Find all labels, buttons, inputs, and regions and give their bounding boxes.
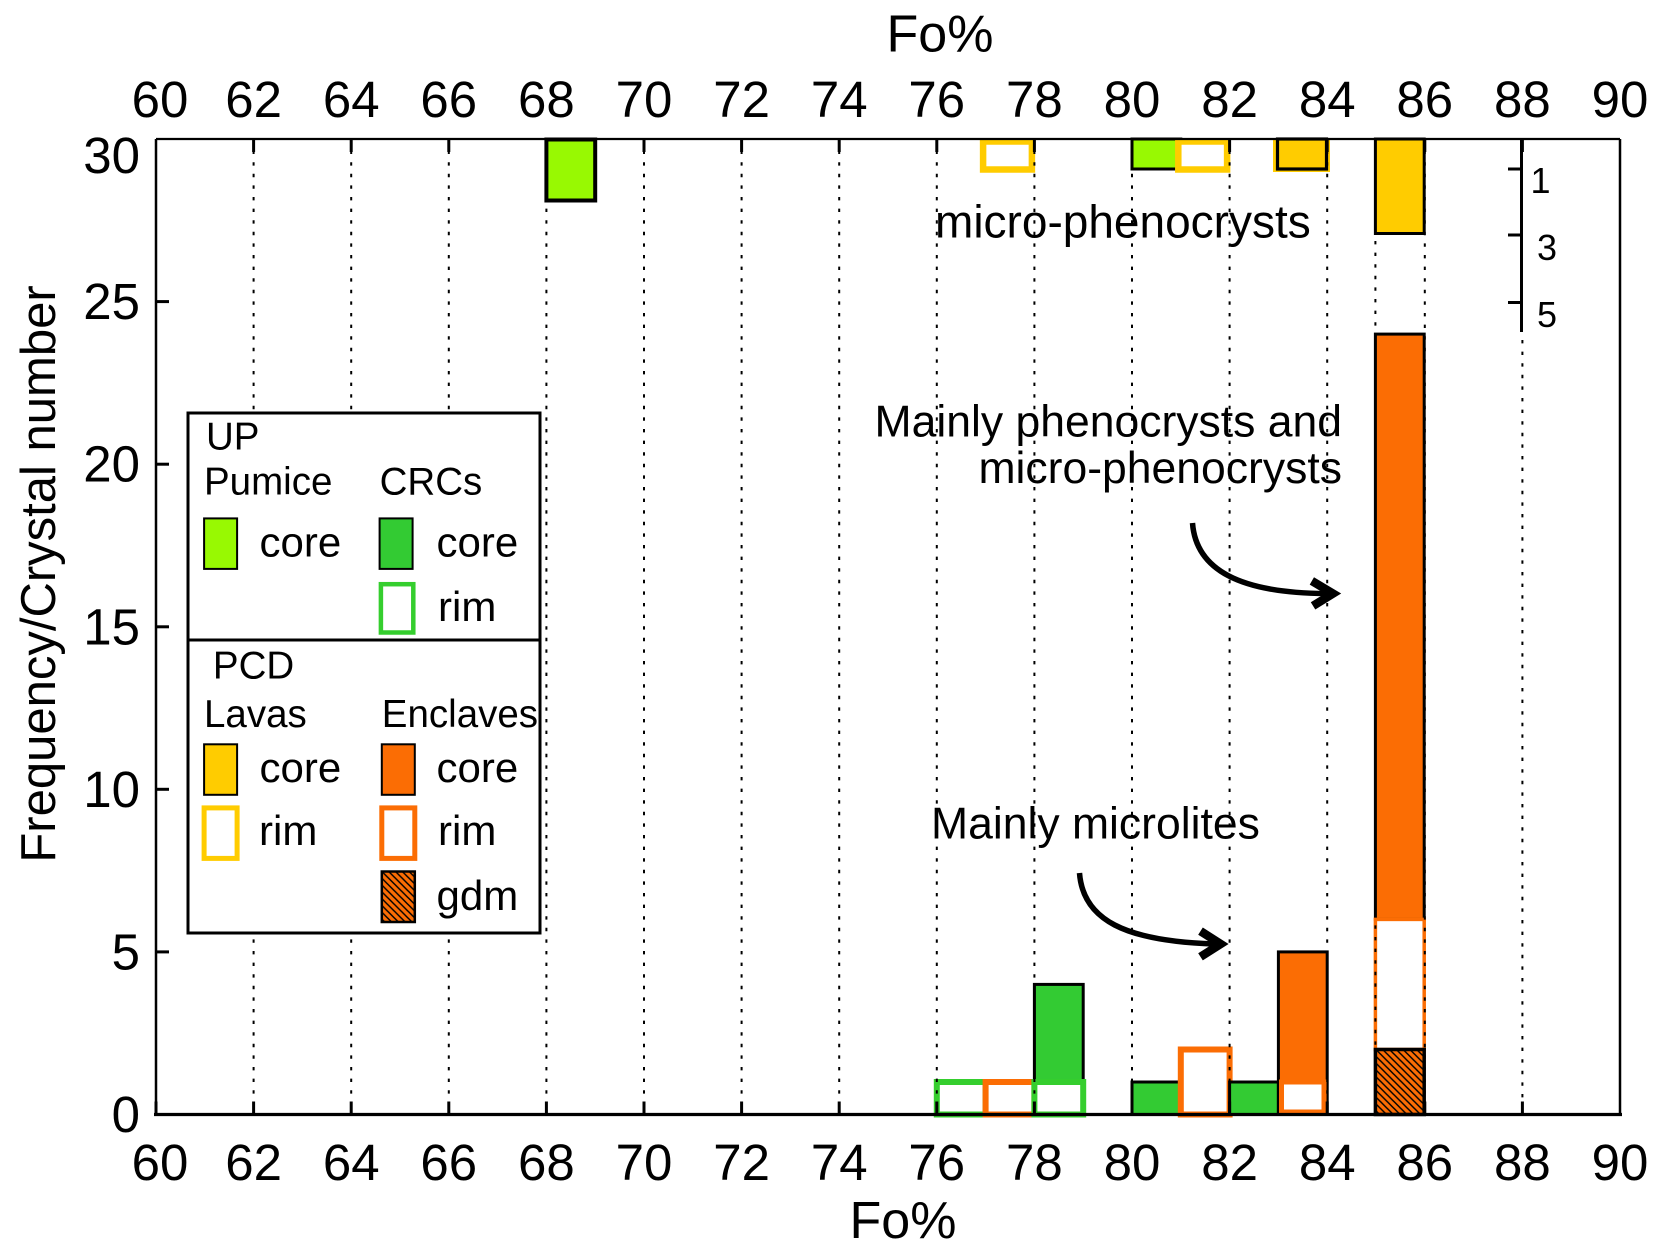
svg-text:Mainly microlites: Mainly microlites — [931, 800, 1260, 849]
svg-text:30: 30 — [83, 127, 140, 184]
svg-text:rim: rim — [259, 807, 317, 854]
svg-text:70: 70 — [616, 71, 673, 128]
svg-text:62: 62 — [225, 1134, 282, 1191]
svg-text:82: 82 — [1201, 1134, 1258, 1191]
svg-text:80: 80 — [1104, 1134, 1161, 1191]
svg-text:90: 90 — [1592, 1134, 1649, 1191]
svg-text:88: 88 — [1494, 1134, 1551, 1191]
svg-text:1: 1 — [1531, 160, 1551, 201]
svg-text:86: 86 — [1396, 71, 1453, 128]
svg-text:84: 84 — [1299, 1134, 1356, 1191]
svg-text:62: 62 — [225, 71, 282, 128]
svg-text:88: 88 — [1494, 71, 1551, 128]
svg-text:Enclaves: Enclaves — [382, 693, 538, 736]
svg-text:Lavas: Lavas — [204, 693, 307, 736]
svg-text:CRCs: CRCs — [380, 460, 483, 503]
svg-text:86: 86 — [1396, 1134, 1453, 1191]
svg-text:micro-phenocrysts: micro-phenocrysts — [978, 444, 1342, 493]
svg-text:0: 0 — [112, 1086, 140, 1143]
svg-text:76: 76 — [908, 1134, 965, 1191]
svg-text:core: core — [437, 519, 519, 566]
svg-text:72: 72 — [713, 1134, 770, 1191]
svg-text:64: 64 — [323, 1134, 380, 1191]
svg-text:Mainly phenocrysts and: Mainly phenocrysts and — [875, 398, 1343, 447]
svg-text:76: 76 — [908, 71, 965, 128]
svg-text:core: core — [260, 519, 342, 566]
svg-text:5: 5 — [112, 923, 140, 980]
svg-text:Frequency/Crystal number: Frequency/Crystal number — [12, 285, 66, 862]
svg-text:68: 68 — [518, 1134, 575, 1191]
svg-text:UP: UP — [206, 416, 259, 459]
svg-text:60: 60 — [132, 71, 189, 128]
svg-text:20: 20 — [83, 436, 140, 493]
svg-text:25: 25 — [83, 273, 140, 330]
svg-text:rim: rim — [438, 583, 496, 630]
svg-text:78: 78 — [1006, 1134, 1063, 1191]
svg-text:3: 3 — [1537, 227, 1557, 268]
svg-text:core: core — [260, 744, 342, 791]
svg-text:gdm: gdm — [437, 872, 519, 919]
svg-text:rim: rim — [438, 807, 496, 854]
svg-text:70: 70 — [616, 1134, 673, 1191]
svg-text:80: 80 — [1104, 71, 1161, 128]
svg-text:82: 82 — [1201, 71, 1258, 128]
svg-text:64: 64 — [323, 71, 380, 128]
svg-text:68: 68 — [518, 71, 575, 128]
svg-text:Fo%: Fo% — [887, 6, 994, 64]
svg-text:5: 5 — [1537, 294, 1557, 335]
svg-text:PCD: PCD — [213, 645, 294, 688]
svg-text:66: 66 — [420, 71, 477, 128]
svg-text:15: 15 — [83, 598, 140, 655]
svg-text:core: core — [437, 744, 519, 791]
svg-text:60: 60 — [132, 1134, 189, 1191]
svg-text:micro-phenocrysts: micro-phenocrysts — [935, 196, 1311, 248]
svg-text:Pumice: Pumice — [204, 460, 332, 503]
svg-text:72: 72 — [713, 71, 770, 128]
svg-text:78: 78 — [1006, 71, 1063, 128]
svg-text:74: 74 — [811, 1134, 868, 1191]
svg-text:10: 10 — [83, 761, 140, 818]
svg-text:90: 90 — [1592, 71, 1649, 128]
svg-text:Fo%: Fo% — [850, 1192, 957, 1250]
svg-text:84: 84 — [1299, 71, 1356, 128]
svg-text:74: 74 — [811, 71, 868, 128]
svg-text:66: 66 — [420, 1134, 477, 1191]
